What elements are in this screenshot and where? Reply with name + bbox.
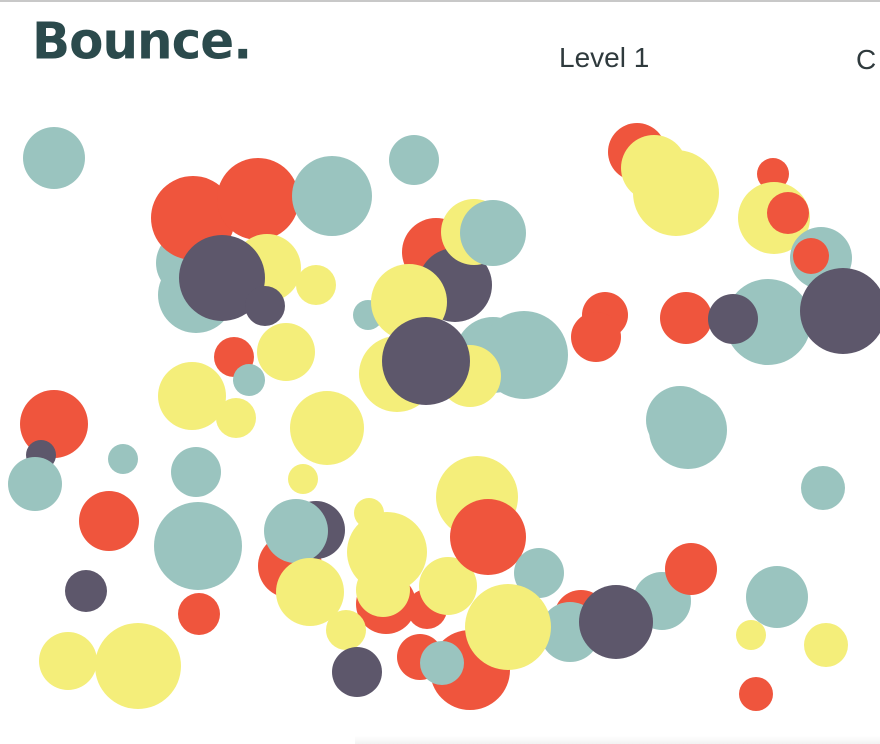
- purple-ball[interactable]: [800, 268, 880, 354]
- teal-ball[interactable]: [264, 499, 328, 563]
- purple-ball[interactable]: [708, 294, 758, 344]
- red-ball[interactable]: [739, 677, 773, 711]
- teal-ball[interactable]: [746, 566, 808, 628]
- yellow-ball[interactable]: [296, 265, 336, 305]
- purple-ball[interactable]: [245, 286, 285, 326]
- teal-ball[interactable]: [480, 311, 568, 399]
- red-ball[interactable]: [793, 238, 829, 274]
- yellow-ball[interactable]: [216, 398, 256, 438]
- yellow-ball[interactable]: [633, 150, 719, 236]
- yellow-ball[interactable]: [276, 558, 344, 626]
- yellow-ball[interactable]: [419, 557, 477, 615]
- yellow-ball[interactable]: [736, 620, 766, 650]
- teal-ball[interactable]: [389, 135, 439, 185]
- yellow-ball[interactable]: [288, 464, 318, 494]
- teal-ball[interactable]: [460, 200, 526, 266]
- red-ball[interactable]: [767, 192, 809, 234]
- red-ball[interactable]: [79, 491, 139, 551]
- red-ball[interactable]: [660, 292, 712, 344]
- yellow-ball[interactable]: [39, 632, 97, 690]
- red-ball[interactable]: [178, 593, 220, 635]
- teal-ball[interactable]: [8, 457, 62, 511]
- yellow-ball[interactable]: [326, 610, 366, 650]
- teal-ball[interactable]: [108, 444, 138, 474]
- yellow-ball[interactable]: [95, 623, 181, 709]
- purple-ball[interactable]: [65, 570, 107, 612]
- counter-label-partial: C: [856, 44, 877, 75]
- teal-ball[interactable]: [514, 548, 564, 598]
- purple-ball[interactable]: [332, 647, 382, 697]
- game-logo: Bounce.: [32, 11, 252, 71]
- purple-ball[interactable]: [579, 585, 653, 659]
- yellow-ball[interactable]: [257, 323, 315, 381]
- purple-ball[interactable]: [382, 317, 470, 405]
- red-ball[interactable]: [450, 499, 526, 575]
- header: Bounce. Level 1 C: [0, 2, 880, 102]
- yellow-ball[interactable]: [465, 584, 551, 670]
- bottom-shadow: [355, 736, 880, 744]
- red-ball[interactable]: [757, 158, 789, 190]
- teal-ball[interactable]: [23, 127, 85, 189]
- level-indicator: Level 1: [559, 42, 650, 73]
- yellow-ball[interactable]: [804, 623, 848, 667]
- teal-ball[interactable]: [154, 502, 242, 590]
- teal-ball[interactable]: [233, 364, 265, 396]
- teal-ball[interactable]: [801, 466, 845, 510]
- red-ball[interactable]: [665, 543, 717, 595]
- purple-ball[interactable]: [179, 235, 265, 321]
- yellow-ball[interactable]: [158, 362, 226, 430]
- red-ball[interactable]: [571, 312, 621, 362]
- red-ball[interactable]: [217, 158, 299, 240]
- teal-ball[interactable]: [292, 156, 372, 236]
- teal-ball[interactable]: [171, 447, 221, 497]
- yellow-ball[interactable]: [290, 391, 364, 465]
- teal-ball[interactable]: [649, 391, 727, 469]
- top-border: [0, 0, 880, 2]
- yellow-ball[interactable]: [356, 563, 410, 617]
- teal-ball[interactable]: [420, 641, 464, 685]
